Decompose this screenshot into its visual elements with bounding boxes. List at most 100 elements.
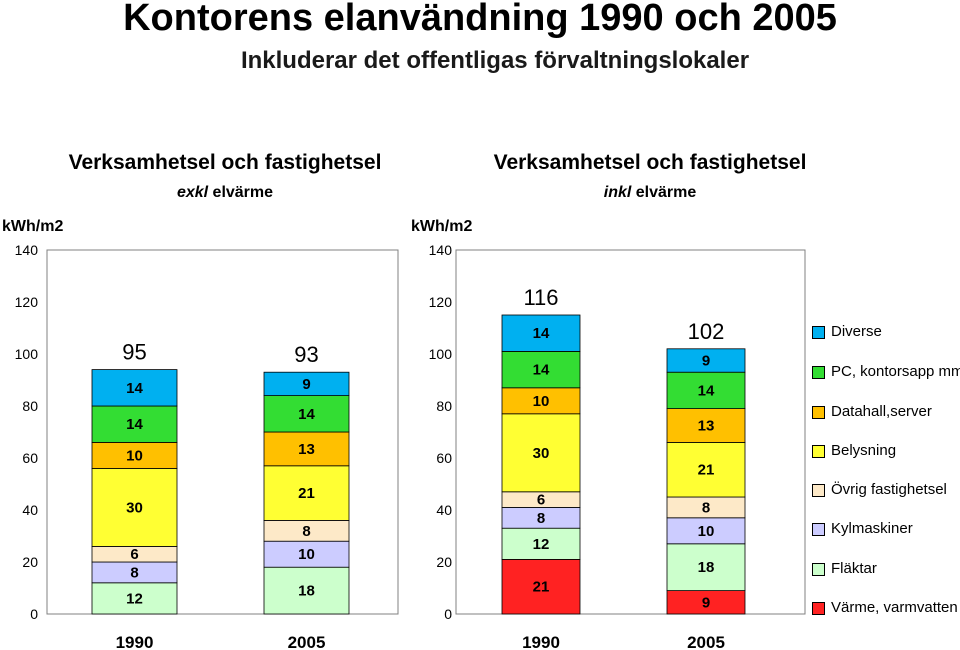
data-label: 8 [302,523,310,540]
chart2-title: Verksamhetsel och fastighetsel [493,151,807,174]
data-label: 10 [126,447,143,464]
data-label: 14 [698,382,715,399]
bar-segment [263,465,350,521]
chart1-title: Verksamhetsel och fastighetsel [68,151,382,174]
y-tick-label: 100 [15,346,39,362]
legend-swatch [812,445,825,458]
data-label: 21 [298,485,315,502]
legend-swatch [812,326,825,339]
legend-label: Belysning [831,442,897,459]
x-category-label: 1990 [116,633,154,650]
bar-segment [501,527,581,560]
data-label: 18 [298,583,315,600]
bar-segment [91,369,178,407]
chart1-subtitle-rest: elvärme [208,184,274,201]
y-tick-label: 20 [22,554,38,570]
data-label: 13 [698,418,715,435]
chart2-subtitle: inkl elvärme [465,183,835,203]
bar-segment [263,540,350,568]
chart1-subtitle-emph: exkl [176,184,209,201]
y-tick-label: 40 [436,502,452,518]
y-tick-label: 120 [429,294,453,310]
bar-segment [666,408,746,443]
y-tick-label: 80 [436,398,452,414]
legend-swatch [812,602,825,615]
legend-label: Värme, varmvatten [831,599,958,616]
bar-total-label: 95 [122,340,146,365]
y-tick-label: 80 [22,398,38,414]
data-label: 14 [126,380,143,397]
y-tick-label: 40 [22,502,38,518]
legend-label: PC, kontorsapp mm [831,363,960,380]
chart2-subtitle-rest: elvärme [631,184,697,201]
data-label: 10 [298,546,315,563]
data-label: 12 [126,590,143,607]
data-label: 6 [537,492,545,509]
bar-segment [263,371,350,397]
bar-segment [501,559,581,615]
bar-segment [666,543,746,591]
legend-swatch [812,484,825,497]
y-tick-label: 100 [429,346,453,362]
data-label: 8 [537,510,545,527]
chart2-ylabel: kWh/m2 [411,218,473,235]
data-label: 8 [702,499,710,516]
y-tick-label: 20 [436,554,452,570]
chart1-subtitle: exkl elvärme [40,183,410,203]
data-label: 14 [126,416,143,433]
bar-segment [91,405,178,443]
bar-total-label: 93 [294,342,318,367]
chart2-subtitle-emph: inkl [603,184,632,201]
legend-swatch [812,406,825,419]
data-label: 30 [533,445,550,462]
y-tick-label: 0 [444,606,452,622]
bar-segment [501,314,581,352]
y-tick-label: 60 [22,450,38,466]
legend-label: Övrig fastighetsel [831,481,947,498]
bar-segment [263,566,350,615]
legend-label: Fläktar [831,560,877,577]
y-tick-label: 140 [429,242,453,258]
bar-segment [91,582,178,615]
data-label: 9 [302,376,310,393]
data-label: 14 [298,406,315,423]
data-label: 13 [298,441,315,458]
bar-total-label: 102 [688,319,725,344]
x-category-label: 2005 [687,633,725,650]
page-subtitle: Inkluderar det offentligas förvaltningsl… [240,47,750,74]
data-label: 14 [533,325,550,342]
data-label: 9 [702,353,710,370]
data-label: 9 [702,594,710,611]
x-category-label: 2005 [288,633,326,650]
bar-total-label: 116 [523,285,558,310]
legend-swatch [812,563,825,576]
legend-label: Datahall,server [831,403,932,420]
bar-segment [91,441,178,469]
bar-segment [263,395,350,433]
legend-label: Diverse [831,323,882,340]
y-tick-label: 60 [436,450,452,466]
bar-segment [501,350,581,389]
y-tick-label: 0 [30,606,38,622]
legend-swatch [812,523,825,536]
data-label: 14 [533,362,550,379]
data-label: 10 [533,393,550,410]
legend-label: Kylmaskiner [831,520,913,537]
bar-segment [501,387,581,415]
data-label: 12 [533,536,550,553]
chart1-ylabel: kWh/m2 [2,218,64,235]
bar-segment [666,348,746,373]
data-label: 18 [698,559,715,576]
bar-segment [666,517,746,545]
data-label: 10 [698,523,715,540]
legend-swatch [812,366,825,379]
data-label: 30 [126,499,143,516]
data-label: 21 [533,579,550,596]
data-label: 21 [698,462,715,479]
data-label: 8 [130,564,138,581]
page-title: Kontorens elanvändning 1990 och 2005 [123,0,837,39]
x-category-label: 1990 [522,633,560,650]
data-label: 6 [130,546,138,563]
y-tick-label: 140 [15,242,39,258]
